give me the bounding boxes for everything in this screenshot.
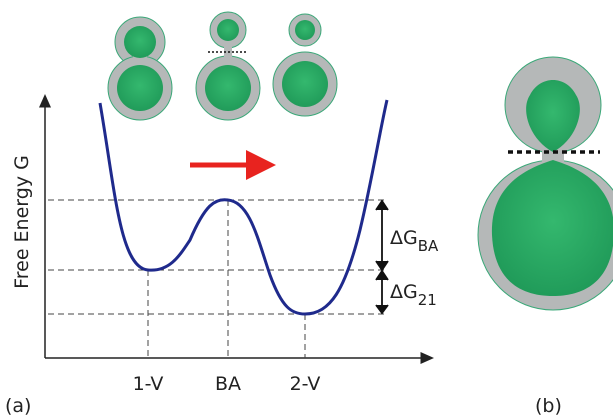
panel-label: (b) <box>535 395 562 417</box>
panel-label: (a) <box>5 395 31 417</box>
guide-lines <box>48 200 385 358</box>
energy-curve <box>100 100 387 314</box>
barrier-subscript: 21 <box>418 291 437 309</box>
barrier-subscript: BA <box>418 237 439 255</box>
vesicle-1 <box>108 17 172 120</box>
barrier-label: ΔGBA <box>390 227 439 255</box>
barrier-arrows <box>376 201 388 313</box>
state-label: BA <box>215 373 241 395</box>
figure: ΔGBA ΔG21 Free Energy G 1-V BA 2-V (a) (… <box>0 0 613 418</box>
vesicles-top <box>108 12 337 120</box>
vesicle-2 <box>196 12 260 120</box>
barrier-symbol: ΔG <box>390 281 418 303</box>
state-label: 1-V <box>133 373 164 395</box>
barrier-symbol: ΔG <box>390 227 418 249</box>
barrier-label: ΔG21 <box>390 281 437 309</box>
state-label: 2-V <box>290 373 321 395</box>
vesicle-3 <box>273 14 337 116</box>
y-axis-label: Free Energy G <box>11 155 33 289</box>
vesicle-large <box>478 57 613 310</box>
